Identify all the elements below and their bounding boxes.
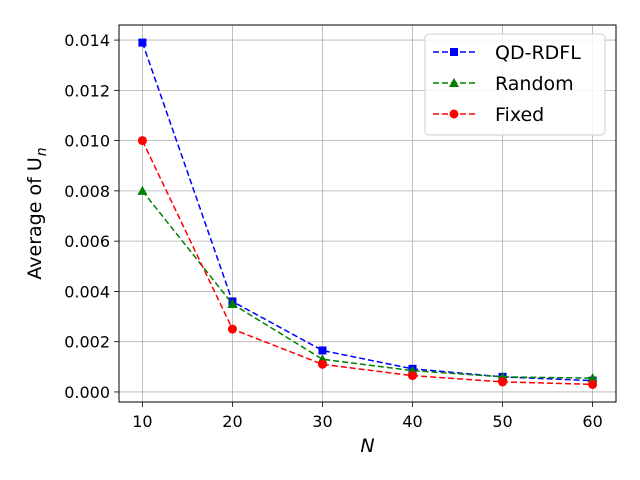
- series-random: [137, 185, 598, 383]
- legend-label: Random: [495, 73, 574, 95]
- x-tick-label: 20: [222, 412, 242, 431]
- legend-item: Random: [433, 73, 574, 95]
- data-point: [318, 346, 327, 355]
- y-tick-label: 0.012: [64, 81, 110, 100]
- y-axis-label: Average of Un: [24, 147, 50, 279]
- y-tick-label: 0.014: [64, 31, 110, 50]
- y-tick-label: 0.010: [64, 132, 110, 151]
- data-point: [227, 298, 238, 308]
- data-point: [138, 38, 147, 47]
- legend: QD-RDFL Random Fixed: [424, 33, 606, 136]
- x-tick-label: 60: [582, 412, 602, 431]
- legend-item: Fixed: [433, 104, 544, 126]
- y-tick-label: 0.004: [64, 282, 110, 301]
- x-tick-label: 50: [492, 412, 512, 431]
- plot-frame: [118, 24, 617, 403]
- y-tick-label: 0.006: [64, 232, 110, 251]
- data-point: [317, 359, 327, 369]
- legend-label: Fixed: [495, 104, 544, 126]
- x-axis-label: N: [360, 435, 374, 457]
- data-point: [137, 185, 148, 195]
- legend-box: [424, 33, 606, 136]
- y-axis-label-subscript: n: [34, 147, 50, 156]
- series-layer: [137, 38, 598, 389]
- data-point: [227, 324, 237, 334]
- legend-marker: [450, 48, 458, 56]
- y-tick-label: 0.008: [64, 182, 110, 201]
- data-point: [587, 373, 598, 383]
- axis-ticks: 10 20 30 40 50 60 0.000 0.002 0.004 0.006 0.008 0.0…: [64, 31, 603, 431]
- y-axis-label-main: Average of U: [24, 157, 46, 279]
- y-tick-label: 0.002: [64, 333, 110, 352]
- legend-item: QD-RDFL: [433, 42, 581, 64]
- series-line: [141, 140, 593, 386]
- x-tick-label: 10: [132, 412, 152, 431]
- x-tick-label: 30: [312, 412, 332, 431]
- data-point: [408, 371, 418, 381]
- data-point: [588, 379, 598, 389]
- legend-marker: [449, 78, 459, 87]
- data-point: [498, 377, 508, 387]
- x-tick-label: 40: [402, 412, 422, 431]
- series-fixed: [137, 136, 598, 389]
- series-line: [141, 190, 593, 379]
- series-line: [141, 42, 593, 382]
- y-tick-label: 0.000: [64, 383, 110, 402]
- legend-label: QD-RDFL: [495, 42, 581, 64]
- data-point: [137, 136, 147, 146]
- legend-marker: [449, 109, 459, 119]
